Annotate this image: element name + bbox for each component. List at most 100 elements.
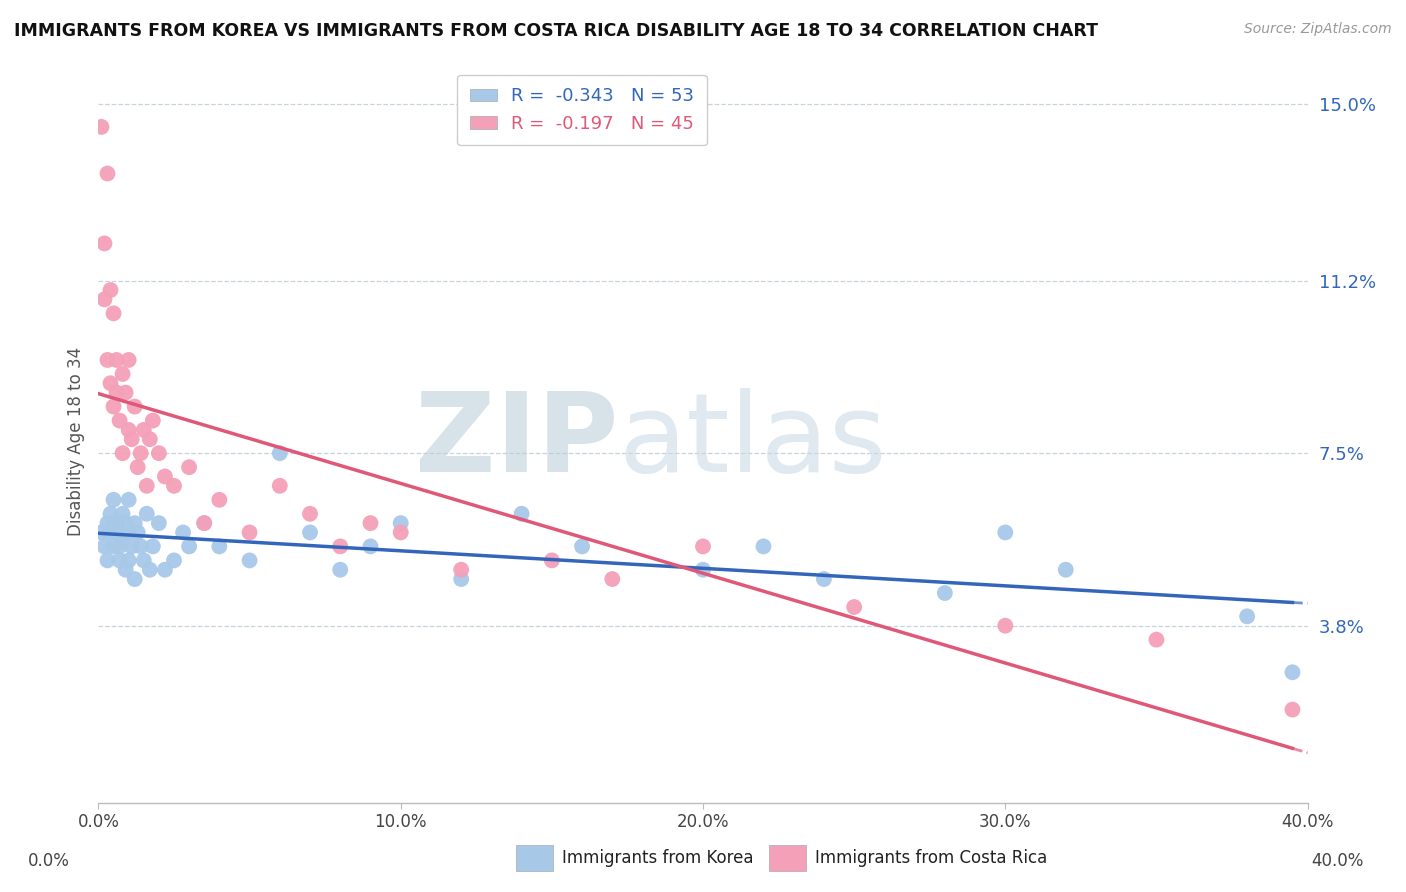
Point [239, 553, 262, 567]
Point [93, 236, 115, 251]
Point [135, 479, 157, 493]
Point [96, 353, 118, 368]
Point [163, 479, 186, 493]
Text: Source: ZipAtlas.com: Source: ZipAtlas.com [1244, 22, 1392, 37]
Point [540, 553, 562, 567]
Point [105, 353, 128, 368]
Point [329, 563, 352, 577]
Point [1281, 702, 1303, 716]
Point [96, 516, 118, 530]
Point [994, 525, 1017, 540]
Point [129, 540, 152, 554]
Point [93, 293, 115, 307]
Point [193, 516, 215, 530]
Point [269, 446, 291, 460]
Point [132, 423, 155, 437]
Point [100, 283, 122, 297]
Point [129, 446, 152, 460]
Point [813, 572, 835, 586]
Point [142, 413, 165, 427]
Point [103, 540, 125, 554]
Point [124, 516, 146, 530]
Point [208, 492, 231, 507]
Point [389, 516, 412, 530]
Point [132, 553, 155, 567]
Point [934, 586, 956, 600]
Point [114, 516, 136, 530]
Text: 40.0%: 40.0% [1312, 852, 1364, 870]
Text: 0.0%: 0.0% [28, 852, 70, 870]
Point [299, 525, 322, 540]
Point [360, 540, 382, 554]
Point [193, 516, 215, 530]
Point [105, 385, 128, 400]
Point [103, 306, 125, 320]
Point [172, 525, 194, 540]
Point [124, 572, 146, 586]
Point [1236, 609, 1258, 624]
Point [121, 540, 143, 554]
Point [179, 540, 201, 554]
Y-axis label: Disability Age 18 to 34: Disability Age 18 to 34 [66, 347, 84, 536]
Point [103, 516, 125, 530]
Point [571, 540, 593, 554]
Point [179, 460, 201, 475]
Point [752, 540, 775, 554]
Point [114, 385, 136, 400]
Point [844, 600, 866, 615]
Point [103, 400, 125, 414]
Text: IMMIGRANTS FROM KOREA VS IMMIGRANTS FROM COSTA RICA DISABILITY AGE 18 TO 34 CORR: IMMIGRANTS FROM KOREA VS IMMIGRANTS FROM… [14, 22, 1098, 40]
Point [510, 507, 533, 521]
Point [111, 507, 134, 521]
Point [329, 540, 352, 554]
Point [114, 563, 136, 577]
Point [450, 572, 472, 586]
Point [108, 553, 131, 567]
Point [105, 516, 128, 530]
Point [118, 492, 141, 507]
Text: Immigrants from Costa Rica: Immigrants from Costa Rica [815, 849, 1047, 867]
Point [269, 479, 291, 493]
Point [208, 540, 231, 554]
Point [103, 492, 125, 507]
Point [121, 432, 143, 446]
Point [1281, 665, 1303, 680]
Point [124, 400, 146, 414]
Point [127, 460, 149, 475]
Point [148, 516, 170, 530]
Point [153, 563, 176, 577]
Point [96, 553, 118, 567]
Point [127, 525, 149, 540]
Point [1054, 563, 1077, 577]
Point [108, 413, 131, 427]
Point [602, 572, 624, 586]
Point [118, 553, 141, 567]
Point [111, 534, 134, 549]
Text: Immigrants from Korea: Immigrants from Korea [562, 849, 754, 867]
Point [90, 120, 112, 134]
Point [148, 446, 170, 460]
Point [1144, 632, 1167, 647]
Point [96, 167, 118, 181]
Point [994, 618, 1017, 632]
Point [139, 563, 162, 577]
Point [100, 376, 122, 391]
Point [111, 367, 134, 381]
Text: ZIP: ZIP [415, 388, 619, 495]
Point [692, 540, 714, 554]
Point [93, 540, 115, 554]
Point [389, 525, 412, 540]
Point [135, 507, 157, 521]
Point [118, 353, 141, 368]
Point [100, 507, 122, 521]
Point [360, 516, 382, 530]
Point [118, 525, 141, 540]
Point [90, 525, 112, 540]
Point [299, 507, 322, 521]
Point [105, 525, 128, 540]
Point [118, 423, 141, 437]
Point [153, 469, 176, 483]
Point [692, 563, 714, 577]
Point [450, 563, 472, 577]
Point [108, 540, 131, 554]
